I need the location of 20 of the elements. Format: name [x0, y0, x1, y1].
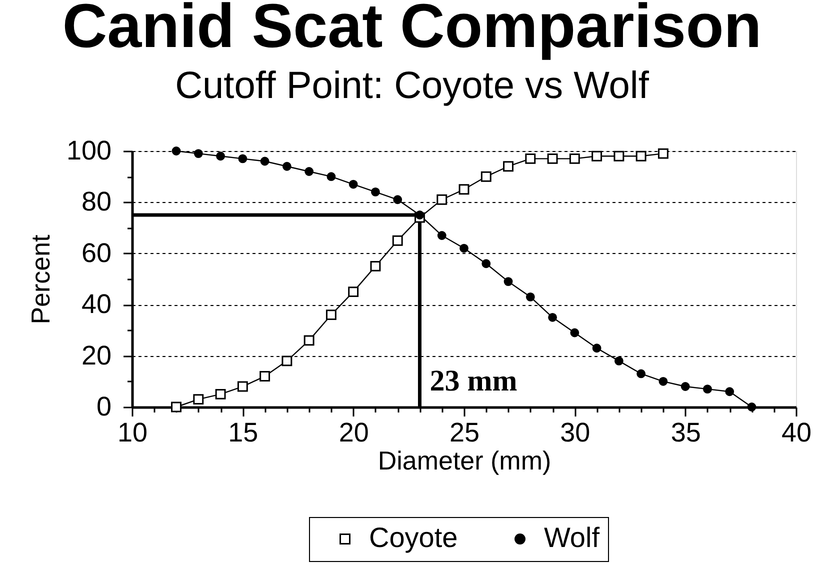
x-tick-label: 35 [670, 418, 701, 448]
x-tick-label: 25 [449, 418, 480, 448]
x-tick-label: 20 [338, 418, 369, 448]
y-tick-label: 40 [81, 289, 112, 320]
chart-subtitle: Cutoff Point: Coyote vs Wolf [175, 65, 650, 107]
chart-title: Canid Scat Comparison [62, 0, 762, 61]
y-tick-label: 100 [66, 136, 112, 166]
x-tick-label: 30 [560, 418, 590, 448]
legend-label: Coyote [369, 522, 458, 553]
y-tick-label: 80 [81, 186, 112, 217]
y-axis-title: Percent [25, 234, 56, 324]
x-tick-label: 15 [228, 418, 258, 448]
x-tick-label: 40 [781, 418, 812, 448]
y-tick-label: 60 [81, 238, 112, 268]
legend-label: Wolf [544, 522, 600, 553]
y-tick-label: 0 [96, 392, 112, 422]
annotation: 23 mm [430, 364, 518, 398]
x-tick-label: 10 [117, 418, 148, 448]
y-tick-label: 20 [81, 340, 112, 370]
x-axis-title: Diameter (mm) [378, 446, 552, 476]
